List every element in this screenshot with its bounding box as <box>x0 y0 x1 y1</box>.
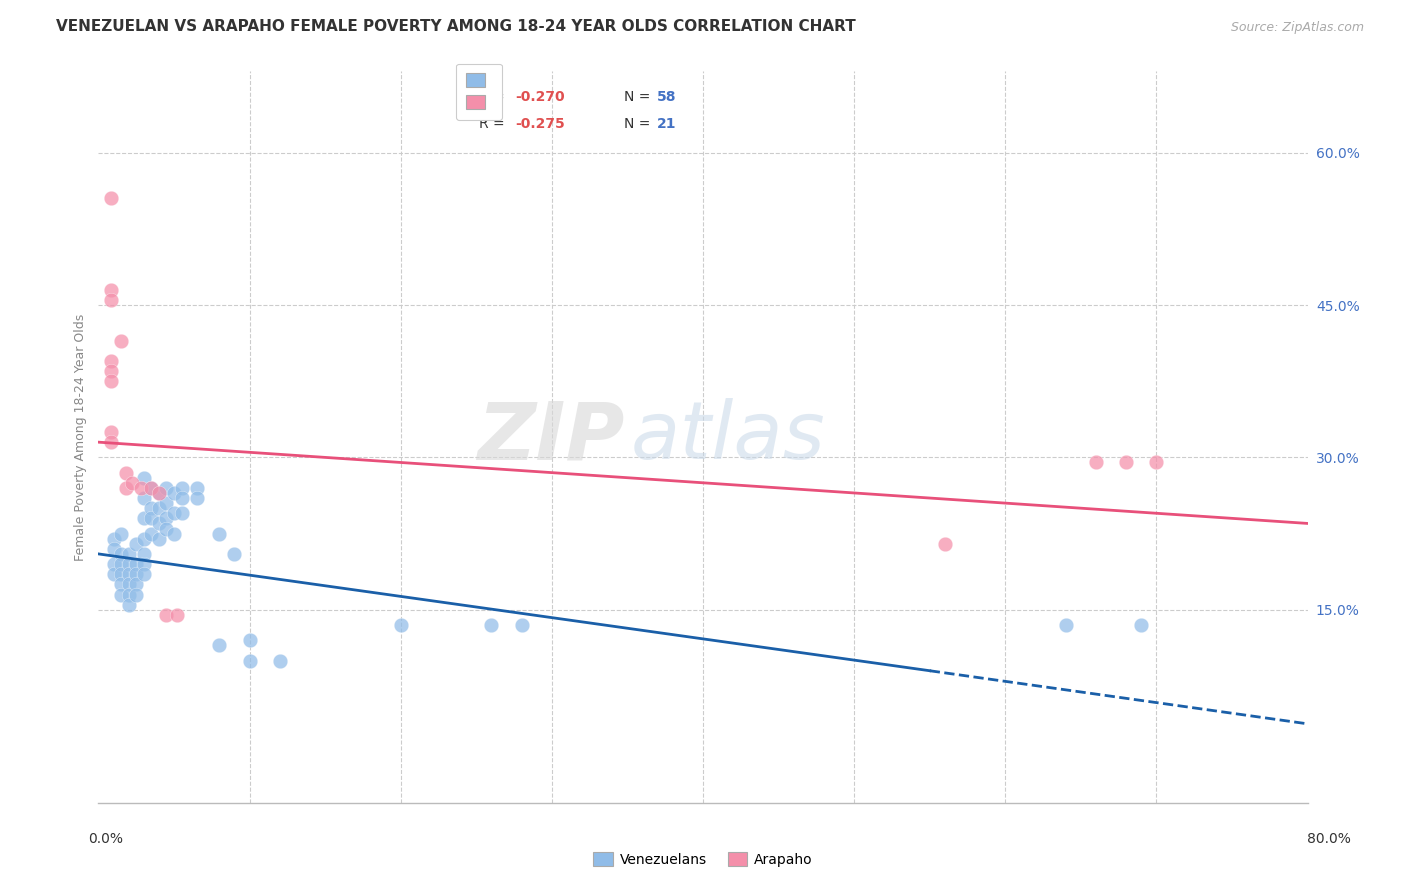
Point <box>132 532 155 546</box>
Point <box>110 567 132 582</box>
Point <box>163 526 186 541</box>
Point <box>118 598 141 612</box>
Point <box>166 607 188 622</box>
Point <box>132 471 155 485</box>
Point <box>100 354 122 368</box>
Point <box>100 364 122 378</box>
Point <box>100 425 122 439</box>
Point <box>163 486 186 500</box>
Point <box>118 588 141 602</box>
Point <box>1130 618 1153 632</box>
Point <box>148 486 170 500</box>
Point <box>114 466 136 480</box>
Point <box>125 567 148 582</box>
Point <box>155 481 177 495</box>
Point <box>132 567 155 582</box>
Point <box>510 618 533 632</box>
Point <box>934 537 956 551</box>
Point <box>132 557 155 571</box>
Point <box>118 567 141 582</box>
Point <box>121 475 143 490</box>
Point <box>141 481 163 495</box>
Point <box>1144 455 1167 469</box>
Point <box>125 588 148 602</box>
Text: atlas: atlas <box>630 398 825 476</box>
Point <box>110 526 132 541</box>
Point <box>132 491 155 505</box>
Point <box>118 547 141 561</box>
Point <box>125 577 148 591</box>
Point <box>155 607 177 622</box>
Point <box>100 283 122 297</box>
Point <box>269 654 291 668</box>
Text: -0.270: -0.270 <box>516 90 565 104</box>
Point <box>110 334 132 348</box>
Text: R =: R = <box>479 90 509 104</box>
Point <box>148 486 170 500</box>
Point <box>141 526 163 541</box>
Point <box>1085 455 1108 469</box>
Point <box>208 526 231 541</box>
Text: R =: R = <box>479 117 509 131</box>
Point <box>170 506 193 520</box>
Point <box>1054 618 1077 632</box>
Point <box>155 521 177 535</box>
Point <box>132 511 155 525</box>
Point <box>155 511 177 525</box>
Point <box>110 547 132 561</box>
Legend: Venezuelans, Arapaho: Venezuelans, Arapaho <box>583 842 823 876</box>
Text: 58: 58 <box>657 90 676 104</box>
Point <box>224 547 246 561</box>
Point <box>1115 455 1137 469</box>
Point <box>141 481 163 495</box>
Point <box>110 557 132 571</box>
Point <box>148 516 170 531</box>
Text: 21: 21 <box>657 117 676 131</box>
Point <box>208 638 231 652</box>
Point <box>170 491 193 505</box>
Point <box>110 588 132 602</box>
Text: VENEZUELAN VS ARAPAHO FEMALE POVERTY AMONG 18-24 YEAR OLDS CORRELATION CHART: VENEZUELAN VS ARAPAHO FEMALE POVERTY AMO… <box>56 20 856 34</box>
Point <box>148 501 170 516</box>
Text: Source: ZipAtlas.com: Source: ZipAtlas.com <box>1230 21 1364 34</box>
Point <box>125 537 148 551</box>
Point <box>163 506 186 520</box>
Point <box>110 577 132 591</box>
Point <box>103 567 125 582</box>
Point <box>186 481 208 495</box>
Point <box>155 496 177 510</box>
Text: N =: N = <box>624 90 655 104</box>
Point <box>389 618 412 632</box>
Point <box>239 654 262 668</box>
Point <box>239 633 262 648</box>
Point <box>100 191 122 205</box>
Point <box>141 511 163 525</box>
Text: 80.0%: 80.0% <box>1306 832 1351 846</box>
Point <box>125 557 148 571</box>
Text: ZIP: ZIP <box>477 398 624 476</box>
Point <box>141 501 163 516</box>
Point <box>148 532 170 546</box>
Point <box>118 577 141 591</box>
Point <box>100 435 122 450</box>
Point <box>100 293 122 307</box>
Text: 0.0%: 0.0% <box>89 832 122 846</box>
Point <box>100 374 122 388</box>
Point <box>103 532 125 546</box>
Point <box>114 481 136 495</box>
Point <box>103 541 125 556</box>
Point <box>186 491 208 505</box>
Text: -0.275: -0.275 <box>516 117 565 131</box>
Point <box>481 618 503 632</box>
Point <box>129 481 152 495</box>
Point <box>103 557 125 571</box>
Point <box>118 557 141 571</box>
Point <box>170 481 193 495</box>
Point <box>132 547 155 561</box>
Text: N =: N = <box>624 117 655 131</box>
Y-axis label: Female Poverty Among 18-24 Year Olds: Female Poverty Among 18-24 Year Olds <box>75 313 87 561</box>
